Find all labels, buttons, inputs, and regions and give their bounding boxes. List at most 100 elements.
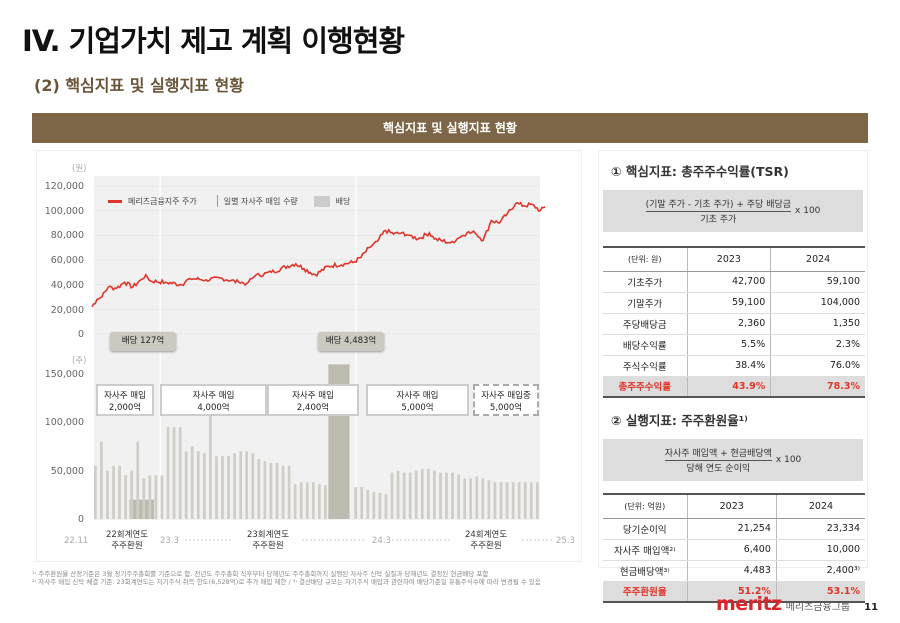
period-title: 24회계연도 [464, 530, 508, 540]
cell-value: 104,000 [770, 292, 865, 314]
volume-bar [535, 482, 539, 519]
volume-bar [360, 487, 364, 519]
metrics-panel: ① 핵심지표: 총주주수익률(TSR) (기말 주가 - 기초 주가) + 주당… [598, 150, 868, 603]
volume-bar [529, 482, 533, 519]
table-total-row: 주주환원율 51.2% 53.1% [603, 581, 865, 603]
row-label: 기초주가 [603, 271, 688, 293]
volume-bar [160, 475, 164, 519]
volume-bar [227, 456, 230, 519]
y-tick-price: 0 [77, 329, 84, 341]
cell-value: 59,100 [770, 271, 865, 293]
cell-value: 23,334 [776, 518, 865, 540]
volume-bar [511, 482, 515, 519]
footer-logo: meritz 메리츠금융그룹 11 [716, 593, 878, 615]
row-label: 주주환원율 [603, 581, 688, 603]
volume-bar [239, 451, 243, 519]
row-label: 자사주 매입액²⁾ [603, 539, 688, 561]
y-tick-price: 100,000 [44, 205, 84, 217]
formula-denominator: 당해 연도 순이익 [686, 464, 751, 474]
volume-bar [420, 468, 424, 519]
y-tick-price: 40,000 [50, 279, 84, 291]
volume-bar [233, 453, 236, 519]
volume-bar [154, 475, 158, 519]
page-subtitle: (2) 핵심지표 및 실행지표 현황 [34, 76, 244, 95]
cell-value: 2,400³⁾ [776, 560, 865, 582]
volume-bar [487, 480, 491, 519]
unit-cell: (단위: 원) [603, 246, 688, 272]
footnotes: ¹⁾ 주주환원율 산정기준은 3월 정기주주총회를 기준으로 함. 전년도 주주… [32, 570, 702, 586]
volume-bar [475, 476, 479, 519]
period-label: 22회계연도 주주환원 [97, 530, 157, 552]
period-subtitle: 주주환원 [252, 541, 284, 551]
period-label: 23회계연도 주주환원 [236, 530, 300, 552]
volume-bar [523, 482, 527, 519]
table-row: 주식수익률 38.4% 76.0% [603, 355, 865, 377]
cell-value: 2,360 [687, 313, 772, 335]
volume-bar [414, 470, 418, 519]
table-row: 현금배당액³⁾ 4,483 2,400³⁾ [603, 560, 865, 582]
volume-bar [94, 465, 97, 519]
buyback-amount: 5,000억 [401, 403, 434, 413]
cell-value: 53.1% [776, 581, 865, 603]
buyback-amount: 4,000억 [197, 403, 230, 413]
sr-formula: 자사주 매입액 + 현금배당액 당해 연도 순이익 x 100 [603, 439, 863, 481]
formula-numerator: 자사주 매입액 + 현금배당액 [664, 446, 772, 461]
row-label: 당기순이익 [603, 518, 688, 540]
tsr-formula: (기말 주가 - 기초 주가) + 주당 배당금 기초 주가 x 100 [603, 190, 863, 232]
y-tick-price: 120,000 [44, 181, 84, 192]
period-subtitle: 주주환원 [111, 541, 143, 551]
buyback-box: 자사주 매입 5,000억 [366, 384, 469, 416]
row-label: 총주주수익률 [603, 376, 688, 398]
cell-value: 59,100 [687, 292, 772, 314]
volume-bar [281, 465, 285, 519]
table-row: 당기순이익 21,254 23,334 [603, 518, 865, 540]
legend-volume-swatch [216, 195, 218, 207]
cell-value: 21,254 [687, 518, 777, 540]
volume-bar [469, 478, 473, 519]
sr-title: ② 실행지표: 주주환원율¹⁾ [611, 413, 748, 428]
volume-bar [287, 465, 291, 519]
volume-bar [305, 482, 309, 519]
volume-bar [100, 441, 103, 519]
x-label: 22.11 [64, 536, 89, 546]
volume-bar [190, 446, 194, 519]
x-label: 25.3 [556, 536, 575, 546]
volume-bar [178, 427, 182, 519]
buyback-box: 자사주 매입 2,400억 [267, 384, 359, 416]
cell-value: 51.2% [687, 581, 777, 603]
buyback-title: 자사주 매입 [104, 391, 146, 401]
buyback-amount: 2,000억 [108, 403, 142, 413]
buyback-title: 자사주 매입 [292, 391, 334, 401]
cell-value: 42,700 [687, 271, 772, 293]
volume-bar [215, 456, 218, 519]
volume-bar [275, 462, 279, 519]
volume-bar [318, 484, 321, 519]
volume-bar [481, 478, 485, 519]
table-row: 자사주 매입액²⁾ 6,400 10,000 [603, 539, 865, 561]
volume-bar [172, 427, 176, 519]
period-title: 23회계연도 [246, 530, 290, 540]
table-row: 주당배당금 2,360 1,350 [603, 313, 865, 335]
year-header: 2024 [770, 246, 865, 272]
cell-value: 43.9% [687, 376, 772, 398]
volume-bar [396, 470, 400, 519]
section-banner: 핵심지표 및 실행지표 현황 [32, 113, 868, 143]
volume-bar [118, 465, 121, 519]
legend-price: 메리츠금융지주 주가 [128, 196, 197, 206]
tsr-title: ① 핵심지표: 총주주수익률(TSR) [611, 164, 789, 179]
volume-bar [505, 482, 509, 519]
dividend-label: 배당 4,483억 [318, 332, 384, 351]
volume-bar [196, 451, 200, 519]
cell-value: 38.4% [687, 355, 772, 377]
row-label: 현금배당액³⁾ [603, 560, 688, 582]
volume-bar [324, 485, 327, 519]
cell-value: 78.3% [770, 376, 865, 398]
period-title: 22회계연도 [105, 530, 149, 540]
volume-bar [142, 478, 146, 519]
volume-bar [245, 451, 249, 519]
volume-bar [166, 427, 170, 519]
volume-bar [445, 472, 448, 519]
y-tick-price: 20,000 [50, 304, 84, 316]
volume-bar [354, 487, 358, 519]
